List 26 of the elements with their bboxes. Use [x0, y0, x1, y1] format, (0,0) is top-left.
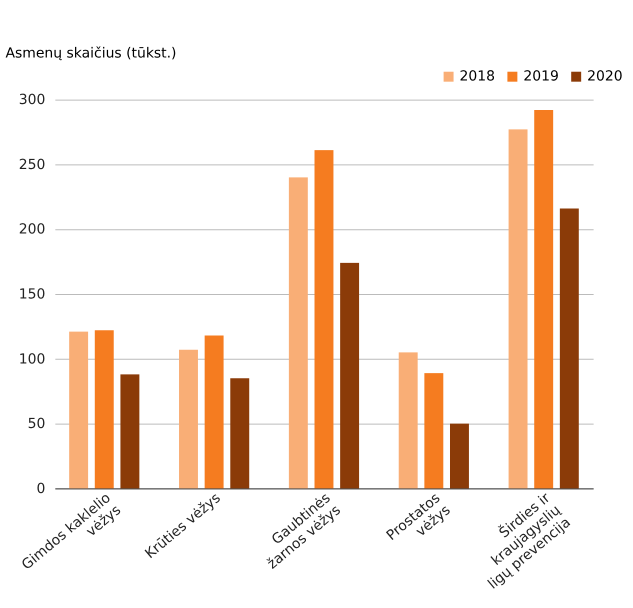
bar: [340, 262, 360, 488]
bar: [398, 352, 418, 488]
bar: [534, 110, 554, 488]
bar: [560, 208, 579, 488]
bar: [179, 350, 198, 488]
bar: [288, 177, 308, 488]
y-axis-title: Asmenų skaičius (tūkst.): [5, 45, 176, 62]
bar: [230, 378, 250, 488]
bar: [120, 374, 140, 488]
legend-label: 2018: [460, 68, 496, 85]
bar: [69, 332, 88, 488]
bar: [424, 373, 444, 488]
y-tick-label: 50: [28, 416, 46, 432]
bar: [450, 424, 469, 488]
y-tick-label: 200: [18, 222, 46, 238]
y-tick-label: 300: [18, 92, 46, 108]
y-tick-label: 100: [18, 351, 46, 368]
legend-label: 2019: [523, 68, 559, 85]
legend-label: 2020: [587, 68, 623, 85]
bar: [204, 335, 224, 488]
bar: [508, 129, 528, 488]
y-tick-label: 0: [36, 480, 46, 497]
y-tick-label: 150: [18, 286, 46, 302]
bar: [94, 330, 114, 488]
y-tick-label: 250: [18, 156, 46, 173]
bar: [314, 150, 334, 488]
